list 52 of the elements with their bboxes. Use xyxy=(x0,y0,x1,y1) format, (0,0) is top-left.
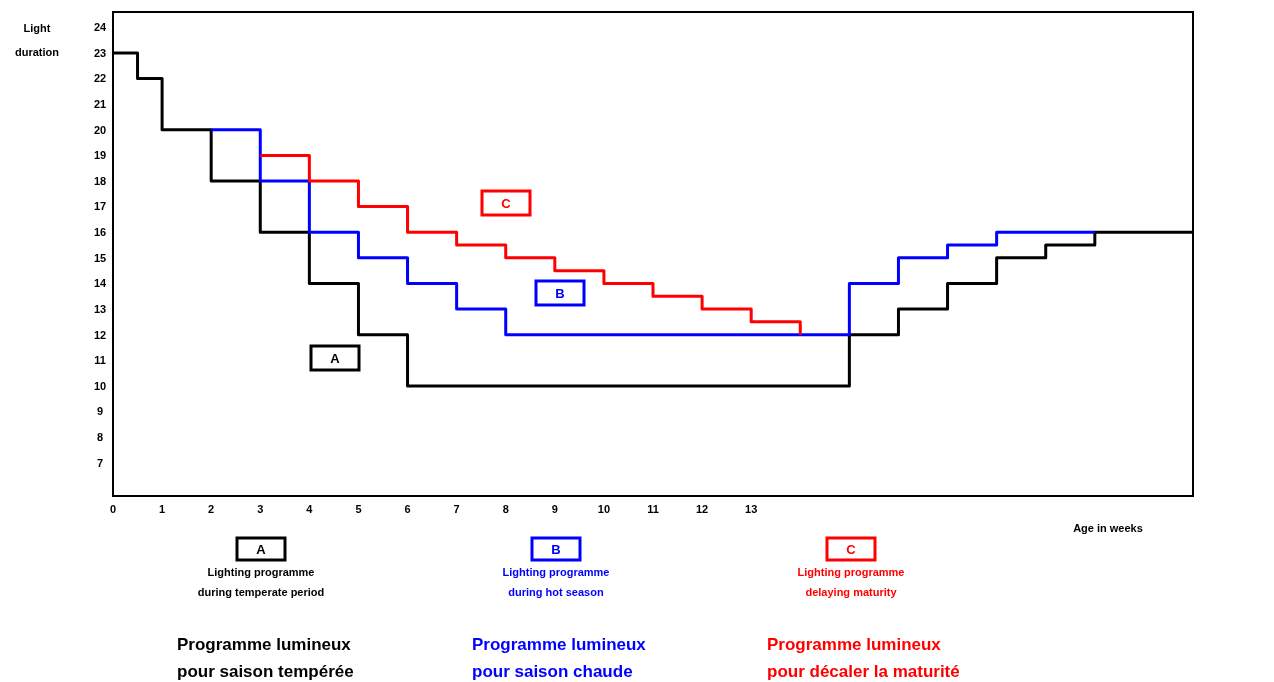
text: C xyxy=(846,541,857,557)
y-tick-label: 13 xyxy=(93,302,107,315)
y-tick-label: 9 xyxy=(96,405,104,418)
text: B xyxy=(551,541,561,557)
y-tick-label: 19 xyxy=(93,149,107,162)
text: Programme lumineux xyxy=(177,635,352,654)
text: pour décaler la maturité xyxy=(767,662,960,681)
annotation: C xyxy=(501,195,512,211)
text: Lighting programme xyxy=(502,566,610,578)
text: Lighting programme xyxy=(207,566,315,578)
annotation: A xyxy=(330,350,341,366)
text: delaying maturity xyxy=(805,586,898,598)
text: A xyxy=(256,541,267,557)
text: pour saison chaude xyxy=(472,662,633,681)
x-tick-label: 8 xyxy=(502,503,509,515)
y-tick-label: 10 xyxy=(93,379,107,392)
x-tick-label: 13 xyxy=(745,503,758,515)
y-tick-label: 23 xyxy=(93,46,107,59)
x-tick-label: 7 xyxy=(453,503,460,515)
annotation: B xyxy=(555,285,565,301)
y-tick-label: 21 xyxy=(93,98,107,111)
y-tick-label: 11 xyxy=(94,354,106,367)
y-axis-title: Light duration xyxy=(15,22,60,58)
x-tick-label: 6 xyxy=(404,503,411,515)
y-tick-label: 16 xyxy=(93,226,107,239)
y-tick-label: 24 xyxy=(93,21,107,34)
y-tick-label: 12 xyxy=(93,328,107,341)
x-tick-label: 9 xyxy=(551,503,558,515)
x-tick-label: 2 xyxy=(208,503,215,515)
x-tick-label: 5 xyxy=(355,503,362,515)
x-tick-label: 4 xyxy=(306,503,314,515)
y-tick-label: 14 xyxy=(93,277,107,290)
text: Programme lumineux xyxy=(472,635,647,654)
y-tick-label: 22 xyxy=(93,72,107,85)
text: during temperate period xyxy=(197,586,325,598)
y-tick-label: 18 xyxy=(93,174,107,187)
text: pour saison tempérée xyxy=(177,662,354,681)
y-tick-label: 8 xyxy=(96,430,104,443)
x-tick-label: 12 xyxy=(695,503,709,515)
x-tick-label: 0 xyxy=(109,503,117,515)
x-tick-label: 3 xyxy=(257,503,264,515)
y-tick-label: 20 xyxy=(93,123,107,136)
y-tick-label: 15 xyxy=(93,251,107,264)
y-tick-label: 7 xyxy=(96,456,104,469)
x-tick-label: 10 xyxy=(597,503,611,515)
x-axis-title: Age in weeks xyxy=(1073,522,1143,534)
text: Programme lumineux xyxy=(767,635,942,654)
text: during hot season xyxy=(508,586,604,598)
text: Lighting programme xyxy=(797,566,905,578)
y-tick-label: 17 xyxy=(93,200,107,213)
x-tick-label: 1 xyxy=(159,503,166,515)
x-tick-label: 11 xyxy=(647,503,659,515)
